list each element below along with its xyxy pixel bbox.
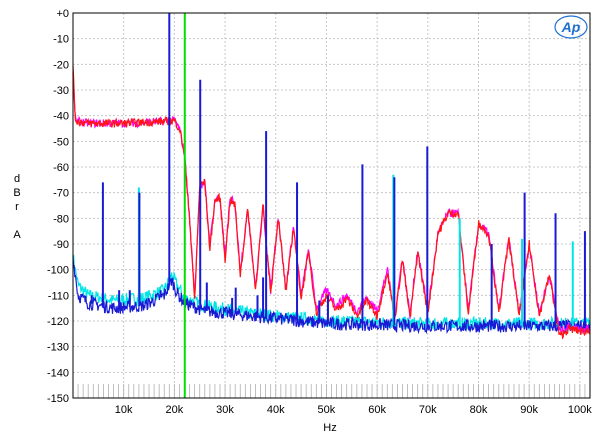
ylabel-line-2: r (15, 201, 19, 213)
y-tick-label: -110 (48, 290, 69, 302)
spikes (90, 13, 586, 327)
x-tick-label: 60k (368, 404, 386, 416)
y-tick-label: -20 (53, 59, 69, 71)
y-tick-label: -80 (53, 213, 69, 225)
trace-line-1 (72, 256, 591, 335)
y-axis-label: d B r A (13, 173, 21, 241)
trace-line-3 (72, 65, 591, 340)
x-tick-label: 10k (115, 404, 133, 416)
y-tick-label: +0 (56, 8, 69, 20)
y-tick-label: -130 (47, 342, 69, 354)
x-tick-label: 100k (568, 404, 592, 416)
ap-logo-ring (554, 15, 588, 39)
grid (73, 12, 590, 399)
y-tick-label: -30 (53, 85, 69, 97)
y-tick-label: -50 (53, 136, 69, 148)
x-tick-label: 80k (470, 404, 488, 416)
ylabel-line-1: B (13, 187, 20, 199)
y-tick-label: -140 (47, 367, 69, 379)
x-tick-label: 30k (216, 404, 234, 416)
y-tick-label: -150 (47, 393, 69, 405)
ylabel-line-4: A (13, 229, 21, 241)
x-tick-label: 40k (267, 404, 285, 416)
y-tick-label: -40 (53, 111, 69, 123)
ylabel-line-0: d (14, 173, 20, 185)
plot-frame (72, 12, 591, 399)
y-tick-label: -120 (47, 316, 69, 328)
ap-logo: Ap (554, 15, 588, 39)
x-axis-label: Hz (323, 422, 336, 434)
y-tick-label: -10 (53, 34, 69, 46)
x-tick-label: 70k (419, 404, 437, 416)
y-tick-label: -60 (53, 162, 69, 174)
ap-logo-text: Ap (561, 19, 581, 35)
x-tick-label: 20k (165, 404, 183, 416)
y-tick-labels: +0 -10 -20 -30 -40 -50 -60 -70 -80 -90 -100 -110 -12… (47, 8, 69, 405)
x-tick-labels: 10k 20k 30k 40k 50k 60k 70k 80k 90k 100k (115, 404, 592, 416)
y-tick-label: -90 (53, 239, 69, 251)
x-tick-label: 90k (520, 404, 538, 416)
y-tick-label: -100 (47, 265, 69, 277)
traces (72, 65, 591, 340)
y-tick-label: -70 (53, 188, 69, 200)
x-tick-label: 50k (318, 404, 336, 416)
